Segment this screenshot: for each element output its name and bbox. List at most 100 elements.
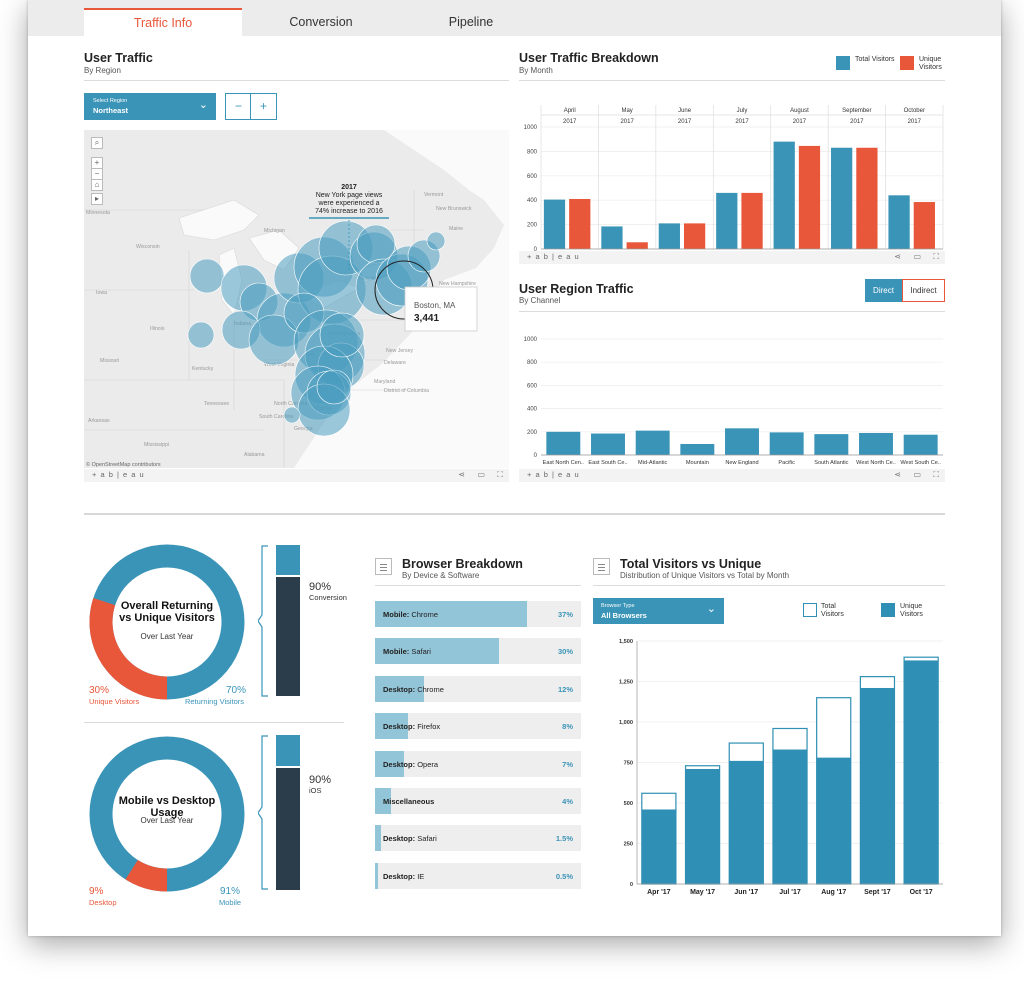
y-tick-label: 400 [527, 198, 538, 204]
tab-conversion[interactable]: Conversion [289, 15, 353, 29]
dashboard-window: Traffic Info Conversion Pipeline User Tr… [28, 0, 1001, 936]
region-select[interactable]: Select Region Northeast ⌄ [84, 93, 216, 120]
region-bar[interactable] [725, 428, 759, 455]
map-place-label: Mississippi [144, 442, 169, 448]
bar-unique[interactable] [772, 749, 808, 884]
browser-row[interactable]: Desktop: Firefox 8% [375, 713, 581, 740]
traffic-bubble[interactable] [283, 406, 301, 424]
browser-row-value: 12% [557, 684, 573, 694]
browser-row[interactable]: Desktop: Chrome 12% [375, 675, 581, 702]
donut-segment-orange[interactable] [125, 859, 168, 892]
map-home-icon[interactable]: ⌂ [91, 179, 103, 191]
bar-total[interactable] [716, 192, 738, 249]
x-category-label: July [737, 108, 748, 114]
map-search-icon[interactable]: ⌕ [91, 137, 103, 149]
fullscreen-icon[interactable]: ⛶ [933, 470, 939, 479]
returning-visitors-donut[interactable] [87, 542, 247, 702]
bar-unique[interactable] [741, 192, 763, 249]
bar-unique[interactable] [816, 757, 851, 884]
share-icon[interactable]: ⋖ [458, 470, 465, 479]
region-bar[interactable] [680, 443, 715, 455]
tab-bar: Traffic Info Conversion Pipeline [28, 0, 1001, 36]
bar-total[interactable] [831, 147, 853, 249]
region-traffic-chart[interactable]: 0 200 400 600 800 1000 East North Cen.. East So… [519, 331, 945, 469]
x-category-label: Jul '17 [779, 889, 801, 896]
bar-total[interactable] [601, 226, 623, 249]
browser-row[interactable]: Miscellaneous 4% [375, 788, 581, 814]
map-place-label: Alabama [244, 452, 265, 458]
region-bar[interactable] [546, 431, 581, 455]
browser-row-name: Chrome [417, 684, 444, 694]
zoom-in-button[interactable]: + [250, 93, 277, 120]
menu-icon[interactable] [375, 558, 392, 575]
traffic-bubble[interactable] [316, 369, 352, 405]
browser-row[interactable]: Desktop: IE 0.5% [375, 862, 581, 889]
zoom-out-button[interactable]: − [225, 93, 252, 120]
region-bar[interactable] [769, 432, 804, 455]
bar-total[interactable] [773, 141, 795, 249]
browser-row-device: Desktop: [383, 871, 416, 881]
bar-total[interactable] [658, 223, 680, 249]
traffic-breakdown-chart[interactable]: 0 200 400 600 800 1000 April 2017 May 2017 June 201… [519, 103, 945, 251]
region-bar[interactable] [903, 434, 938, 455]
browser-row[interactable]: Mobile: Chrome 37% [375, 601, 581, 627]
region-bar[interactable] [591, 433, 625, 455]
legend-unique-swatch [900, 56, 914, 70]
x-category-year: 2017 [850, 119, 864, 125]
bar-total[interactable] [543, 199, 566, 249]
region-bar[interactable] [814, 434, 849, 455]
indirect-toggle[interactable]: Indirect [902, 279, 945, 302]
map-place-label: Wisconsin [136, 244, 160, 250]
tab-traffic-info[interactable]: Traffic Info [84, 8, 242, 36]
total-vs-unique-chart[interactable]: 0 250 500 750 1,000 1,250 1,500 Apr '17 May '17 J… [593, 632, 945, 900]
region-bar[interactable] [635, 430, 670, 455]
bar-unique[interactable] [685, 768, 720, 884]
tab-pipeline[interactable]: Pipeline [448, 15, 494, 29]
comment-icon[interactable]: ▭ [477, 470, 485, 479]
browser-row-value: 7% [562, 759, 573, 769]
bar-unique[interactable] [569, 198, 591, 249]
traffic-bubble[interactable] [426, 231, 446, 251]
ocean-shape [294, 130, 509, 468]
comment-icon[interactable]: ▭ [913, 252, 921, 261]
browser-row[interactable]: Desktop: Safari 1.5% [375, 825, 581, 852]
direct-toggle[interactable]: Direct [865, 279, 902, 302]
traffic-bubble[interactable] [187, 321, 215, 349]
legend-total-swatch [836, 56, 850, 70]
bar-unique[interactable] [860, 687, 895, 884]
bar-unique[interactable] [641, 809, 676, 884]
bar-unique[interactable] [913, 202, 935, 249]
bracket [258, 545, 268, 697]
bar-unique[interactable] [856, 147, 878, 249]
browser-row-fill [375, 638, 499, 665]
region-map[interactable]: MinnesotaWisconsinMichiganIowaIllinoisIn… [84, 130, 509, 468]
map-tooltip [404, 286, 478, 332]
traffic-bubble[interactable] [319, 312, 365, 358]
traffic-bubble[interactable] [189, 258, 225, 294]
browser-row-value: 0.5% [555, 871, 573, 881]
bar-unique[interactable] [798, 145, 821, 249]
fullscreen-icon[interactable]: ⛶ [497, 470, 503, 479]
bar-total[interactable] [888, 195, 910, 249]
share-icon[interactable]: ⋖ [894, 470, 901, 479]
x-category-label: May '17 [690, 889, 715, 896]
bar-unique[interactable] [683, 223, 706, 249]
fullscreen-icon[interactable]: ⛶ [933, 252, 939, 261]
x-category-label: Mid-Atlantic [638, 460, 667, 466]
bar-unique[interactable] [904, 660, 939, 884]
menu-icon[interactable] [593, 558, 610, 575]
map-play-icon[interactable]: ▸ [91, 193, 103, 205]
traffic-bubbles[interactable] [187, 220, 446, 437]
comment-icon[interactable]: ▭ [913, 470, 921, 479]
mobile-desktop-donut[interactable] [87, 734, 247, 894]
browser-row[interactable]: Mobile: Safari 30% [375, 638, 581, 665]
region-bar[interactable] [859, 432, 893, 455]
bar-unique[interactable] [626, 242, 648, 249]
y-tick-label: 800 [527, 149, 538, 155]
share-icon[interactable]: ⋖ [894, 252, 901, 261]
bar-unique[interactable] [729, 760, 764, 884]
map-place-label: District of Columbia [384, 388, 429, 394]
browser-type-select[interactable]: Browser Type All Browsers ⌄ [593, 598, 724, 624]
donut-segment-orange[interactable] [89, 598, 168, 700]
browser-row[interactable]: Desktop: Opera 7% [375, 750, 581, 777]
